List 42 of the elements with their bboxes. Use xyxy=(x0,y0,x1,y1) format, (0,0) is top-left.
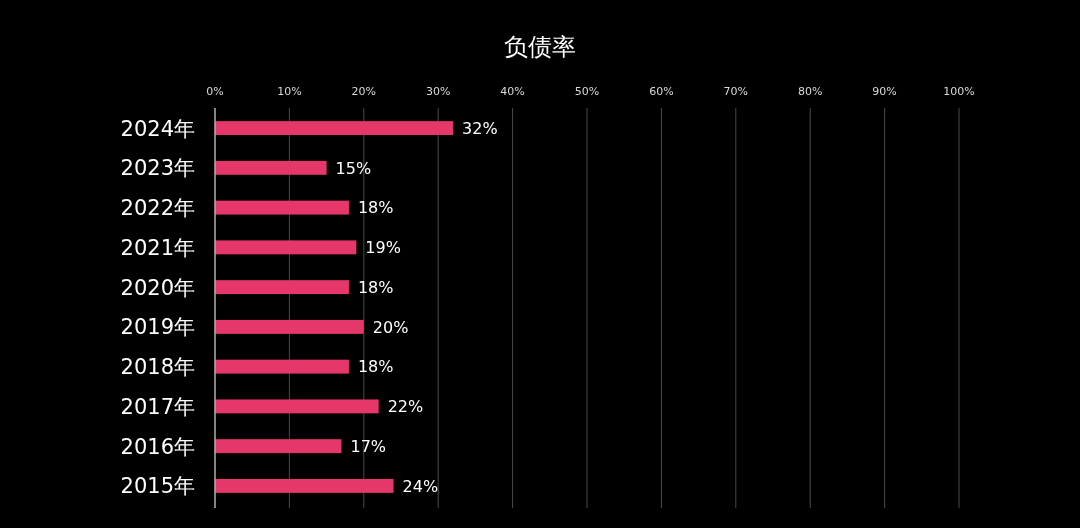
data-label: 18% xyxy=(357,357,394,377)
data-label: 18% xyxy=(357,277,394,297)
bar xyxy=(215,160,327,175)
x-tick-label: 50% xyxy=(574,85,600,98)
y-tick-label: 2015年 xyxy=(120,474,195,499)
x-tick-label: 100% xyxy=(943,85,975,98)
y-tick-label: 2023年 xyxy=(120,156,195,181)
y-tick-label: 2021年 xyxy=(120,235,195,260)
data-label: 20% xyxy=(372,317,409,337)
x-tick-label: 10% xyxy=(277,85,302,98)
x-tick-label: 40% xyxy=(500,85,525,98)
y-tick-label: 2016年 xyxy=(120,434,195,459)
bar xyxy=(215,121,454,136)
x-tick-label: 60% xyxy=(649,85,674,98)
bar xyxy=(215,439,342,454)
x-tick-label: 0% xyxy=(206,85,224,98)
bar xyxy=(215,399,379,414)
y-tick-label: 2024年 xyxy=(120,116,195,141)
y-tick-label: 2019年 xyxy=(120,315,195,340)
data-label: 18% xyxy=(357,198,394,218)
y-tick-label: 2018年 xyxy=(120,355,195,380)
bar xyxy=(215,240,357,255)
bar xyxy=(215,319,364,334)
bar xyxy=(215,280,349,295)
y-tick-label: 2017年 xyxy=(120,394,195,419)
chart-title: 负债率 xyxy=(504,33,576,61)
y-tick-label: 2020年 xyxy=(120,275,195,300)
data-label: 19% xyxy=(365,238,401,258)
x-tick-label: 80% xyxy=(797,85,823,98)
x-tick-label: 30% xyxy=(425,85,451,98)
x-tick-label: 20% xyxy=(351,85,377,98)
data-label: 22% xyxy=(387,397,424,417)
data-label: 15% xyxy=(335,158,372,178)
data-label: 32% xyxy=(462,118,498,138)
data-label: 17% xyxy=(350,436,387,456)
y-tick-label: 2022年 xyxy=(120,196,195,221)
bar xyxy=(215,200,349,215)
x-tick-label: 70% xyxy=(723,85,749,98)
bar xyxy=(215,478,394,493)
x-tick-label: 90% xyxy=(872,85,897,98)
data-label: 24% xyxy=(402,476,439,496)
bar xyxy=(215,359,349,374)
